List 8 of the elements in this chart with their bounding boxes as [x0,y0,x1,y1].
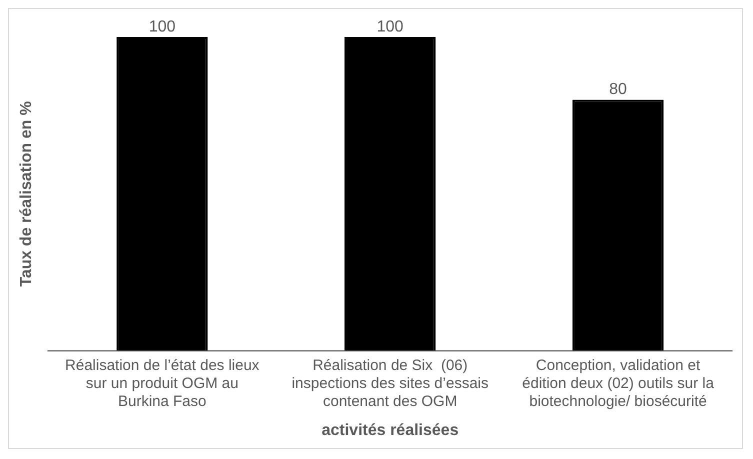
x-tick-label: Réalisation de Six (06) inspections des sites d’essais contenant des OGM [292,356,488,410]
y-axis-title: Taux de réalisation en % [18,101,36,287]
x-axis-title: activités réalisées [322,422,459,439]
data-label: 100 [148,18,176,36]
x-tick-label: Conception, validation et édition deux (02) outils sur la biotechnologie/ biosécurité [522,356,715,410]
x-tick-label: Réalisation de l’état des lieux sur un produit OGM au Burkina Faso [65,356,260,410]
data-label: 80 [609,81,628,98]
data-label: 100 [376,18,404,36]
